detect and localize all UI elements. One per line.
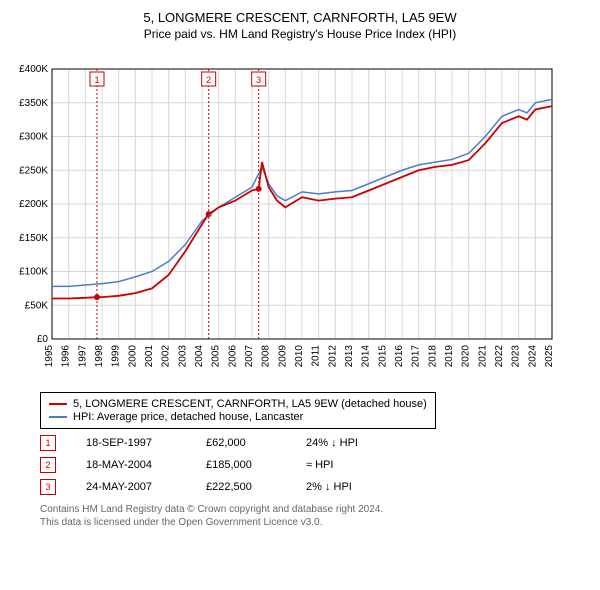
svg-text:1996: 1996 (61, 345, 72, 368)
line-chart: £0 £50K £100K £150K £200K £250K £300K £350K £400… (10, 49, 560, 379)
marker-id-box: 1 (40, 435, 56, 451)
svg-text:£400K: £400K (19, 64, 48, 75)
svg-text:2019: 2019 (444, 345, 455, 368)
svg-text:£50K: £50K (25, 300, 49, 311)
marker-comparison: 2% ↓ HPI (306, 481, 396, 493)
svg-text:2000: 2000 (127, 345, 138, 368)
svg-text:1: 1 (94, 75, 99, 85)
svg-text:2006: 2006 (227, 345, 238, 368)
svg-text:£350K: £350K (19, 98, 48, 109)
marker-date: 24-MAY-2007 (86, 481, 176, 493)
marker-date: 18-MAY-2004 (86, 459, 176, 471)
svg-text:2004: 2004 (194, 345, 205, 368)
chart-area: £0 £50K £100K £150K £200K £250K £300K £350K £400… (10, 49, 590, 384)
chart-title: 5, LONGMERE CRESCENT, CARNFORTH, LA5 9EW (10, 10, 590, 25)
svg-text:1995: 1995 (44, 345, 55, 368)
marker-table: 1 18-SEP-1997 £62,000 24% ↓ HPI 2 18-MAY-2004… (40, 435, 590, 495)
legend: 5, LONGMERE CRESCENT, CARNFORTH, LA5 9EW… (40, 392, 436, 429)
svg-text:2022: 2022 (494, 345, 505, 368)
svg-text:£250K: £250K (19, 165, 48, 176)
marker-price: £222,500 (206, 481, 276, 493)
legend-item: HPI: Average price, detached house, Lanc… (49, 411, 427, 423)
svg-text:1997: 1997 (77, 345, 88, 368)
svg-text:1999: 1999 (111, 345, 122, 368)
marker-price: £185,000 (206, 459, 276, 471)
svg-text:£300K: £300K (19, 132, 48, 143)
svg-text:2012: 2012 (327, 345, 338, 368)
svg-text:2024: 2024 (527, 345, 538, 368)
marker-row: 2 18-MAY-2004 £185,000 ≈ HPI (40, 457, 590, 473)
marker-comparison: 24% ↓ HPI (306, 437, 396, 449)
footer-line: Contains HM Land Registry data © Crown c… (40, 503, 590, 516)
chart-subtitle: Price paid vs. HM Land Registry's House … (10, 27, 590, 41)
legend-swatch (49, 416, 67, 418)
svg-text:2025: 2025 (544, 345, 555, 368)
svg-text:2011: 2011 (311, 345, 322, 367)
svg-text:£200K: £200K (19, 199, 48, 210)
svg-text:2008: 2008 (261, 345, 272, 368)
svg-text:2021: 2021 (477, 345, 488, 368)
legend-swatch (49, 403, 67, 405)
svg-text:2003: 2003 (177, 345, 188, 368)
svg-text:2016: 2016 (394, 345, 405, 368)
svg-text:2013: 2013 (344, 345, 355, 368)
svg-text:2005: 2005 (211, 345, 222, 368)
svg-text:£0: £0 (37, 334, 49, 345)
legend-label: 5, LONGMERE CRESCENT, CARNFORTH, LA5 9EW… (73, 398, 427, 410)
svg-text:£100K: £100K (19, 267, 48, 278)
marker-id-box: 2 (40, 457, 56, 473)
svg-text:2002: 2002 (161, 345, 172, 368)
marker-date: 18-SEP-1997 (86, 437, 176, 449)
legend-label: HPI: Average price, detached house, Lanc… (73, 411, 303, 423)
legend-item: 5, LONGMERE CRESCENT, CARNFORTH, LA5 9EW… (49, 398, 427, 410)
svg-text:2014: 2014 (361, 345, 372, 368)
marker-id-box: 3 (40, 479, 56, 495)
footer-note: Contains HM Land Registry data © Crown c… (40, 503, 590, 529)
marker-row: 1 18-SEP-1997 £62,000 24% ↓ HPI (40, 435, 590, 451)
svg-text:2020: 2020 (461, 345, 472, 368)
footer-line: This data is licensed under the Open Gov… (40, 516, 590, 529)
svg-text:2009: 2009 (277, 345, 288, 368)
marker-row: 3 24-MAY-2007 £222,500 2% ↓ HPI (40, 479, 590, 495)
svg-text:2023: 2023 (511, 345, 522, 368)
svg-text:2: 2 (206, 75, 211, 85)
svg-text:2010: 2010 (294, 345, 305, 368)
svg-text:2018: 2018 (427, 345, 438, 368)
svg-text:1998: 1998 (94, 345, 105, 368)
svg-text:3: 3 (256, 75, 261, 85)
svg-text:£150K: £150K (19, 233, 48, 244)
svg-text:2001: 2001 (144, 345, 155, 368)
marker-price: £62,000 (206, 437, 276, 449)
svg-text:2007: 2007 (244, 345, 255, 368)
svg-text:2017: 2017 (411, 345, 422, 368)
marker-comparison: ≈ HPI (306, 459, 396, 471)
svg-text:2015: 2015 (377, 345, 388, 368)
